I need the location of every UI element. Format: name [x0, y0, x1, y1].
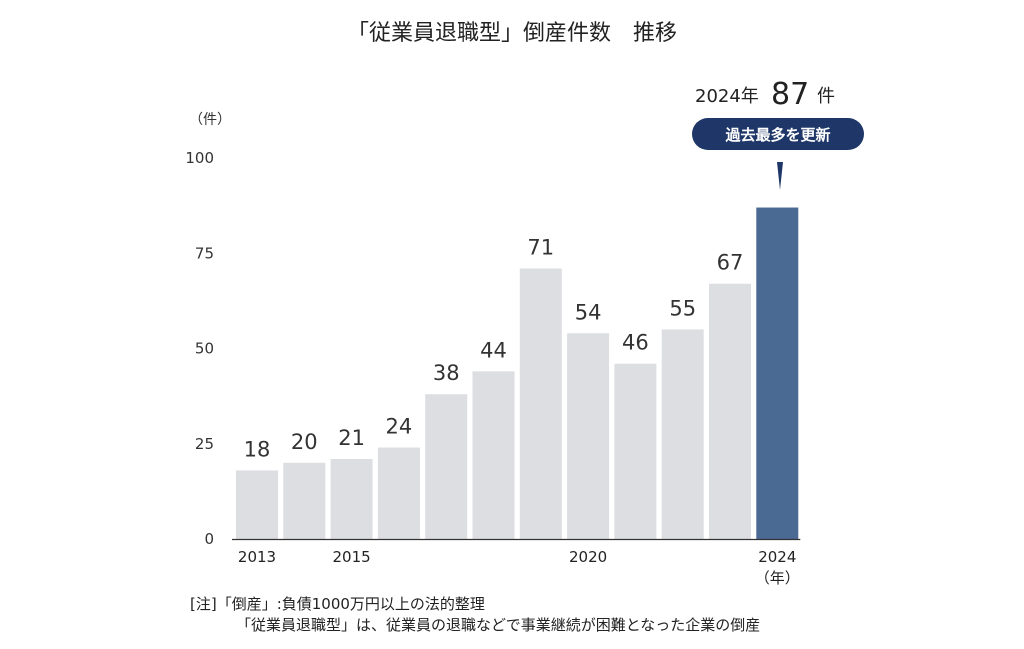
bar-2019	[519, 268, 562, 539]
value-label-2023: 67	[717, 251, 744, 275]
y-tick-label: 100	[185, 149, 214, 167]
value-label-2021: 46	[622, 331, 649, 355]
x-tick-label: 2015	[333, 548, 371, 566]
bar-2017	[425, 394, 468, 539]
note-line-2: 「従業員退職型」は、従業員の退職などで事業継続が困難となった企業の倒産	[236, 616, 760, 634]
value-labels: 18 20 21 24 38 44 71 54 46 55 67	[244, 235, 744, 461]
bar-2022	[661, 329, 704, 539]
callout-badge	[692, 118, 864, 150]
x-tick-label: 2020	[569, 548, 607, 566]
y-tick-label: 0	[204, 530, 214, 548]
bar-2020	[567, 333, 610, 539]
callout-unit: 件	[817, 86, 835, 107]
y-tick-label: 50	[195, 340, 214, 358]
value-label-2015: 21	[338, 426, 365, 450]
callout-badge-text: 過去最多を更新	[724, 126, 830, 144]
y-axis-unit: （件）	[189, 112, 231, 128]
bar-2018	[472, 371, 515, 539]
value-label-2019: 71	[527, 235, 554, 259]
value-label-2014: 20	[291, 430, 318, 454]
x-axis-unit: （年）	[755, 569, 800, 587]
y-axis-ticks: 0 25 50 75 100	[185, 149, 214, 548]
bar-2021	[614, 363, 657, 539]
value-label-2017: 38	[433, 361, 460, 385]
value-label-2018: 44	[480, 338, 507, 362]
y-tick-label: 25	[195, 435, 214, 453]
callout-year: 2024年	[695, 86, 759, 107]
note-line-1: [注]「倒産」:負債1000万円以上の法的整理	[190, 595, 485, 613]
bar-2013	[236, 470, 278, 539]
bar-2024	[756, 207, 799, 539]
bars	[236, 207, 799, 539]
bar-2016	[377, 447, 420, 539]
bar-2023	[709, 283, 751, 539]
y-tick-label: 75	[195, 244, 214, 262]
highlight-callout: 2024年 87 件 過去最多を更新	[692, 77, 864, 190]
chart-title: 「従業員退職型」倒産件数 推移	[347, 21, 677, 46]
bar-2014	[283, 462, 326, 539]
bar-2015	[330, 458, 373, 539]
value-label-2022: 55	[669, 296, 696, 320]
x-tick-label: 2024	[758, 548, 796, 566]
value-label-2016: 24	[386, 415, 413, 439]
callout-value: 87	[771, 77, 809, 112]
value-label-2013: 18	[244, 437, 271, 461]
value-label-2020: 54	[575, 300, 602, 324]
x-axis-ticks: 2013 2015 2020 2024	[238, 548, 796, 566]
x-tick-label: 2013	[238, 548, 276, 566]
callout-pointer-icon	[777, 162, 783, 190]
